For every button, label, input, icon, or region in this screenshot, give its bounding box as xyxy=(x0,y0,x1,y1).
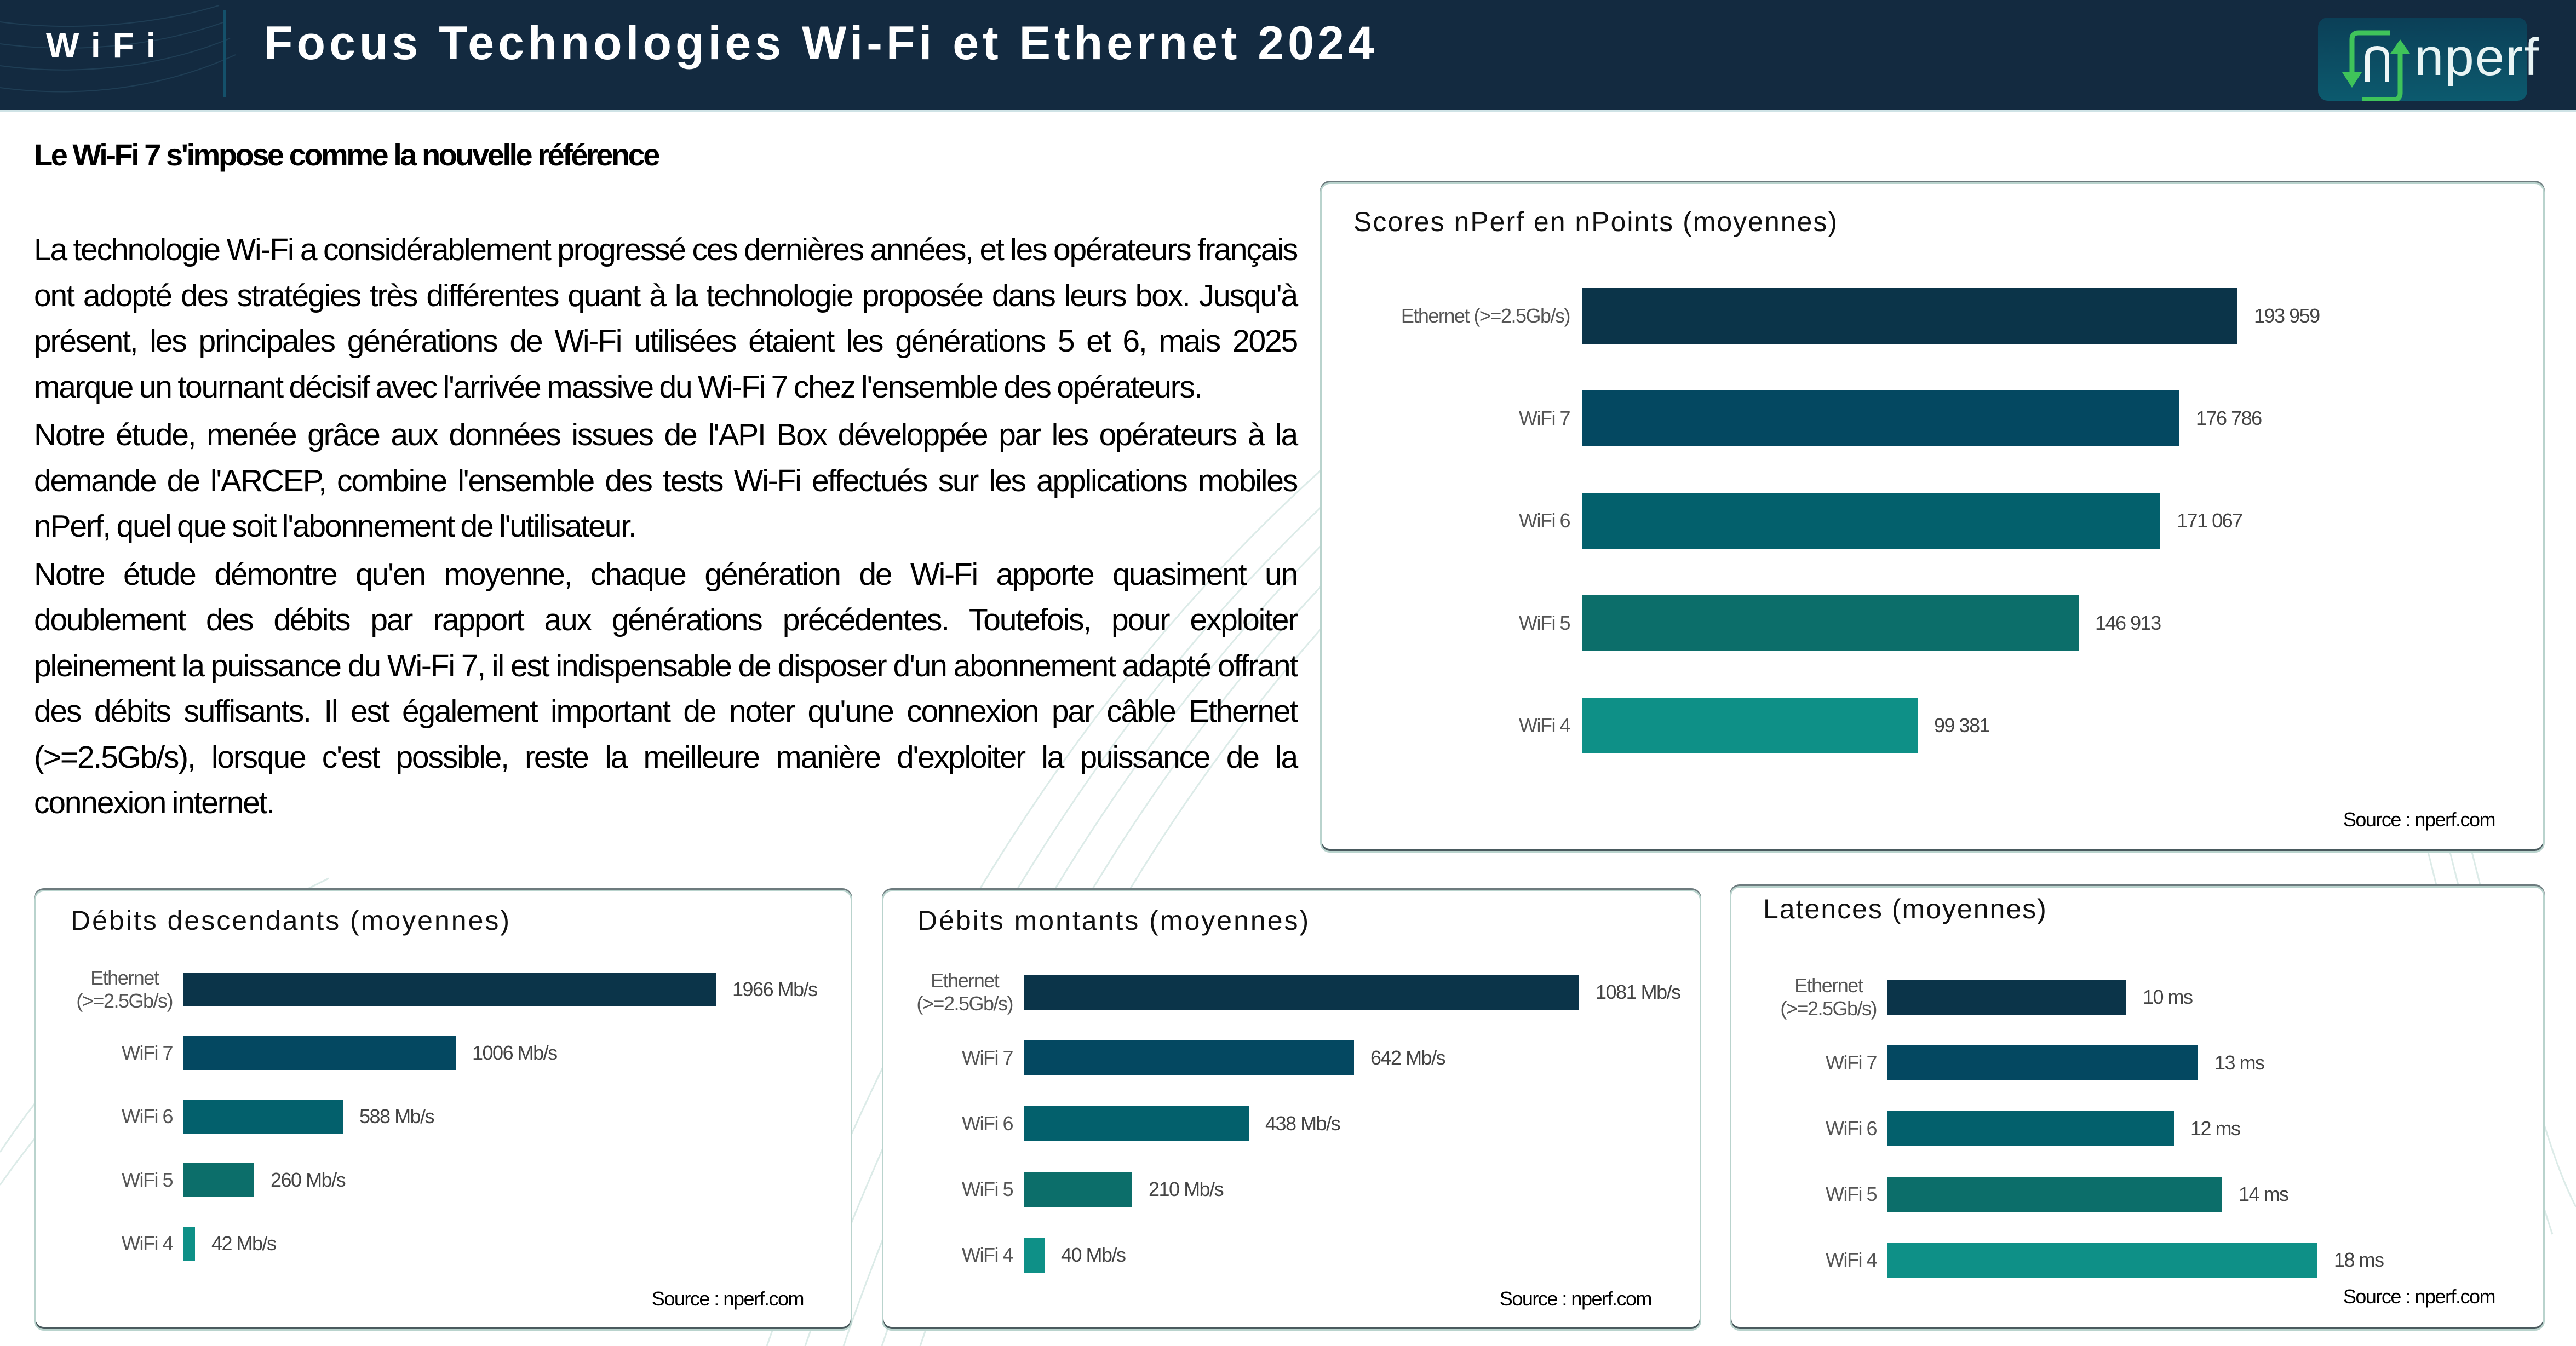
value-label: 588 Mb/s xyxy=(359,1105,435,1128)
bar-latency-2 xyxy=(1887,1111,2174,1146)
category-label: WiFi 4 xyxy=(1519,714,1571,737)
value-label: 1966 Mb/s xyxy=(732,978,818,1000)
chart-source: Source : nperf.com xyxy=(2343,808,2496,831)
page-title: Focus Technologies Wi-Fi et Ethernet 202… xyxy=(264,17,1378,70)
value-label: 193 959 xyxy=(2254,304,2320,327)
bar-download-0 xyxy=(183,973,716,1006)
bar-upload-4 xyxy=(1024,1238,1045,1273)
body-text: La technologie Wi-Fi a considérablement … xyxy=(34,227,1298,829)
page-header: WiFi Focus Technologies Wi-Fi et Etherne… xyxy=(0,0,2576,112)
bar-upload-3 xyxy=(1024,1172,1132,1207)
category-label: WiFi 6 xyxy=(962,1112,1014,1135)
section-subtitle: Le Wi-Fi 7 s'impose comme la nouvelle ré… xyxy=(34,137,660,172)
value-label: 642 Mb/s xyxy=(1370,1046,1446,1069)
bar-download-2 xyxy=(183,1100,343,1134)
category-label: WiFi 4 xyxy=(1826,1249,1878,1271)
category-label: Ethernet (>=2.5Gb/s) xyxy=(1780,974,1877,1020)
value-label: 10 ms xyxy=(2143,986,2193,1008)
value-label: 210 Mb/s xyxy=(1149,1178,1224,1200)
bar-download-3 xyxy=(183,1163,254,1197)
bar-upload-2 xyxy=(1024,1106,1249,1141)
value-label: 18 ms xyxy=(2334,1249,2384,1271)
chart-card-upload: Débits montants (moyennes) Source : nper… xyxy=(882,890,1701,1331)
chart-card-download: Débits descendants (moyennes) Source : n… xyxy=(34,890,852,1331)
chart-card-scores: Scores nPerf en nPoints (moyennes) Sourc… xyxy=(1320,182,2545,853)
bar-download-4 xyxy=(183,1227,195,1261)
category-label: WiFi 6 xyxy=(1519,509,1571,532)
value-label: 171 067 xyxy=(2177,509,2243,532)
chart-title: Débits descendants (moyennes) xyxy=(71,905,512,936)
category-label: Ethernet (>=2.5Gb/s) xyxy=(916,969,1013,1015)
chart-source: Source : nperf.com xyxy=(651,1287,805,1310)
category-label: WiFi 7 xyxy=(1826,1051,1878,1074)
chart-title: Scores nPerf en nPoints (moyennes) xyxy=(1353,206,1839,237)
value-label: 99 381 xyxy=(1934,714,1990,737)
nperf-arrows-icon xyxy=(2342,30,2410,101)
bar-scores-4 xyxy=(1582,698,1918,753)
header-divider xyxy=(223,10,226,97)
value-label: 260 Mb/s xyxy=(271,1169,346,1191)
header-wave-decoration xyxy=(0,5,236,93)
paragraph: Notre étude, menée grâce aux données iss… xyxy=(34,417,1298,544)
bar-latency-4 xyxy=(1887,1243,2317,1278)
chart-source: Source : nperf.com xyxy=(2343,1285,2496,1308)
bar-upload-0 xyxy=(1024,975,1579,1010)
value-label: 14 ms xyxy=(2239,1183,2289,1205)
value-label: 40 Mb/s xyxy=(1061,1244,1126,1266)
bar-upload-1 xyxy=(1024,1040,1354,1075)
category-label: WiFi 7 xyxy=(962,1046,1014,1069)
paragraph: Notre étude démontre qu'en moyenne, chaq… xyxy=(34,556,1298,821)
chart-source: Source : nperf.com xyxy=(1499,1287,1653,1310)
category-label: WiFi 7 xyxy=(1519,407,1571,429)
chart-card-latency: Latences (moyennes) Source : nperf.com E… xyxy=(1730,886,2545,1331)
value-label: 1081 Mb/s xyxy=(1596,981,1681,1003)
bar-scores-3 xyxy=(1582,595,2079,651)
bar-latency-0 xyxy=(1887,980,2126,1015)
bar-scores-0 xyxy=(1582,288,2237,344)
value-label: 42 Mb/s xyxy=(211,1232,277,1255)
category-label: WiFi 4 xyxy=(122,1232,174,1255)
section-label: WiFi xyxy=(46,26,168,65)
category-label: WiFi 7 xyxy=(122,1042,174,1064)
chart-title: Latences (moyennes) xyxy=(1763,894,2047,924)
nperf-logo: nperf xyxy=(2318,18,2539,101)
category-label: WiFi 5 xyxy=(962,1178,1014,1200)
bar-scores-1 xyxy=(1582,390,2179,446)
category-label: WiFi 5 xyxy=(1826,1183,1878,1205)
category-label: WiFi 5 xyxy=(122,1169,174,1191)
value-label: 12 ms xyxy=(2190,1117,2241,1140)
category-label: WiFi 6 xyxy=(122,1105,174,1128)
value-label: 176 786 xyxy=(2196,407,2262,429)
value-label: 438 Mb/s xyxy=(1265,1112,1341,1135)
category-label: Ethernet (>=2.5Gb/s) xyxy=(1401,304,1571,327)
value-label: 146 913 xyxy=(2095,612,2161,634)
bar-download-1 xyxy=(183,1036,456,1070)
logo-wordmark: nperf xyxy=(2414,28,2540,87)
paragraph: La technologie Wi-Fi a considérablement … xyxy=(34,232,1298,405)
bar-scores-2 xyxy=(1582,493,2160,549)
category-label: WiFi 5 xyxy=(1519,612,1571,634)
category-label: Ethernet (>=2.5Gb/s) xyxy=(76,967,173,1012)
value-label: 13 ms xyxy=(2214,1051,2265,1074)
category-label: WiFi 6 xyxy=(1826,1117,1878,1140)
bar-latency-3 xyxy=(1887,1177,2222,1212)
value-label: 1006 Mb/s xyxy=(472,1042,558,1064)
bar-latency-1 xyxy=(1887,1045,2198,1080)
category-label: WiFi 4 xyxy=(962,1244,1014,1266)
chart-title: Débits montants (moyennes) xyxy=(917,905,1311,936)
